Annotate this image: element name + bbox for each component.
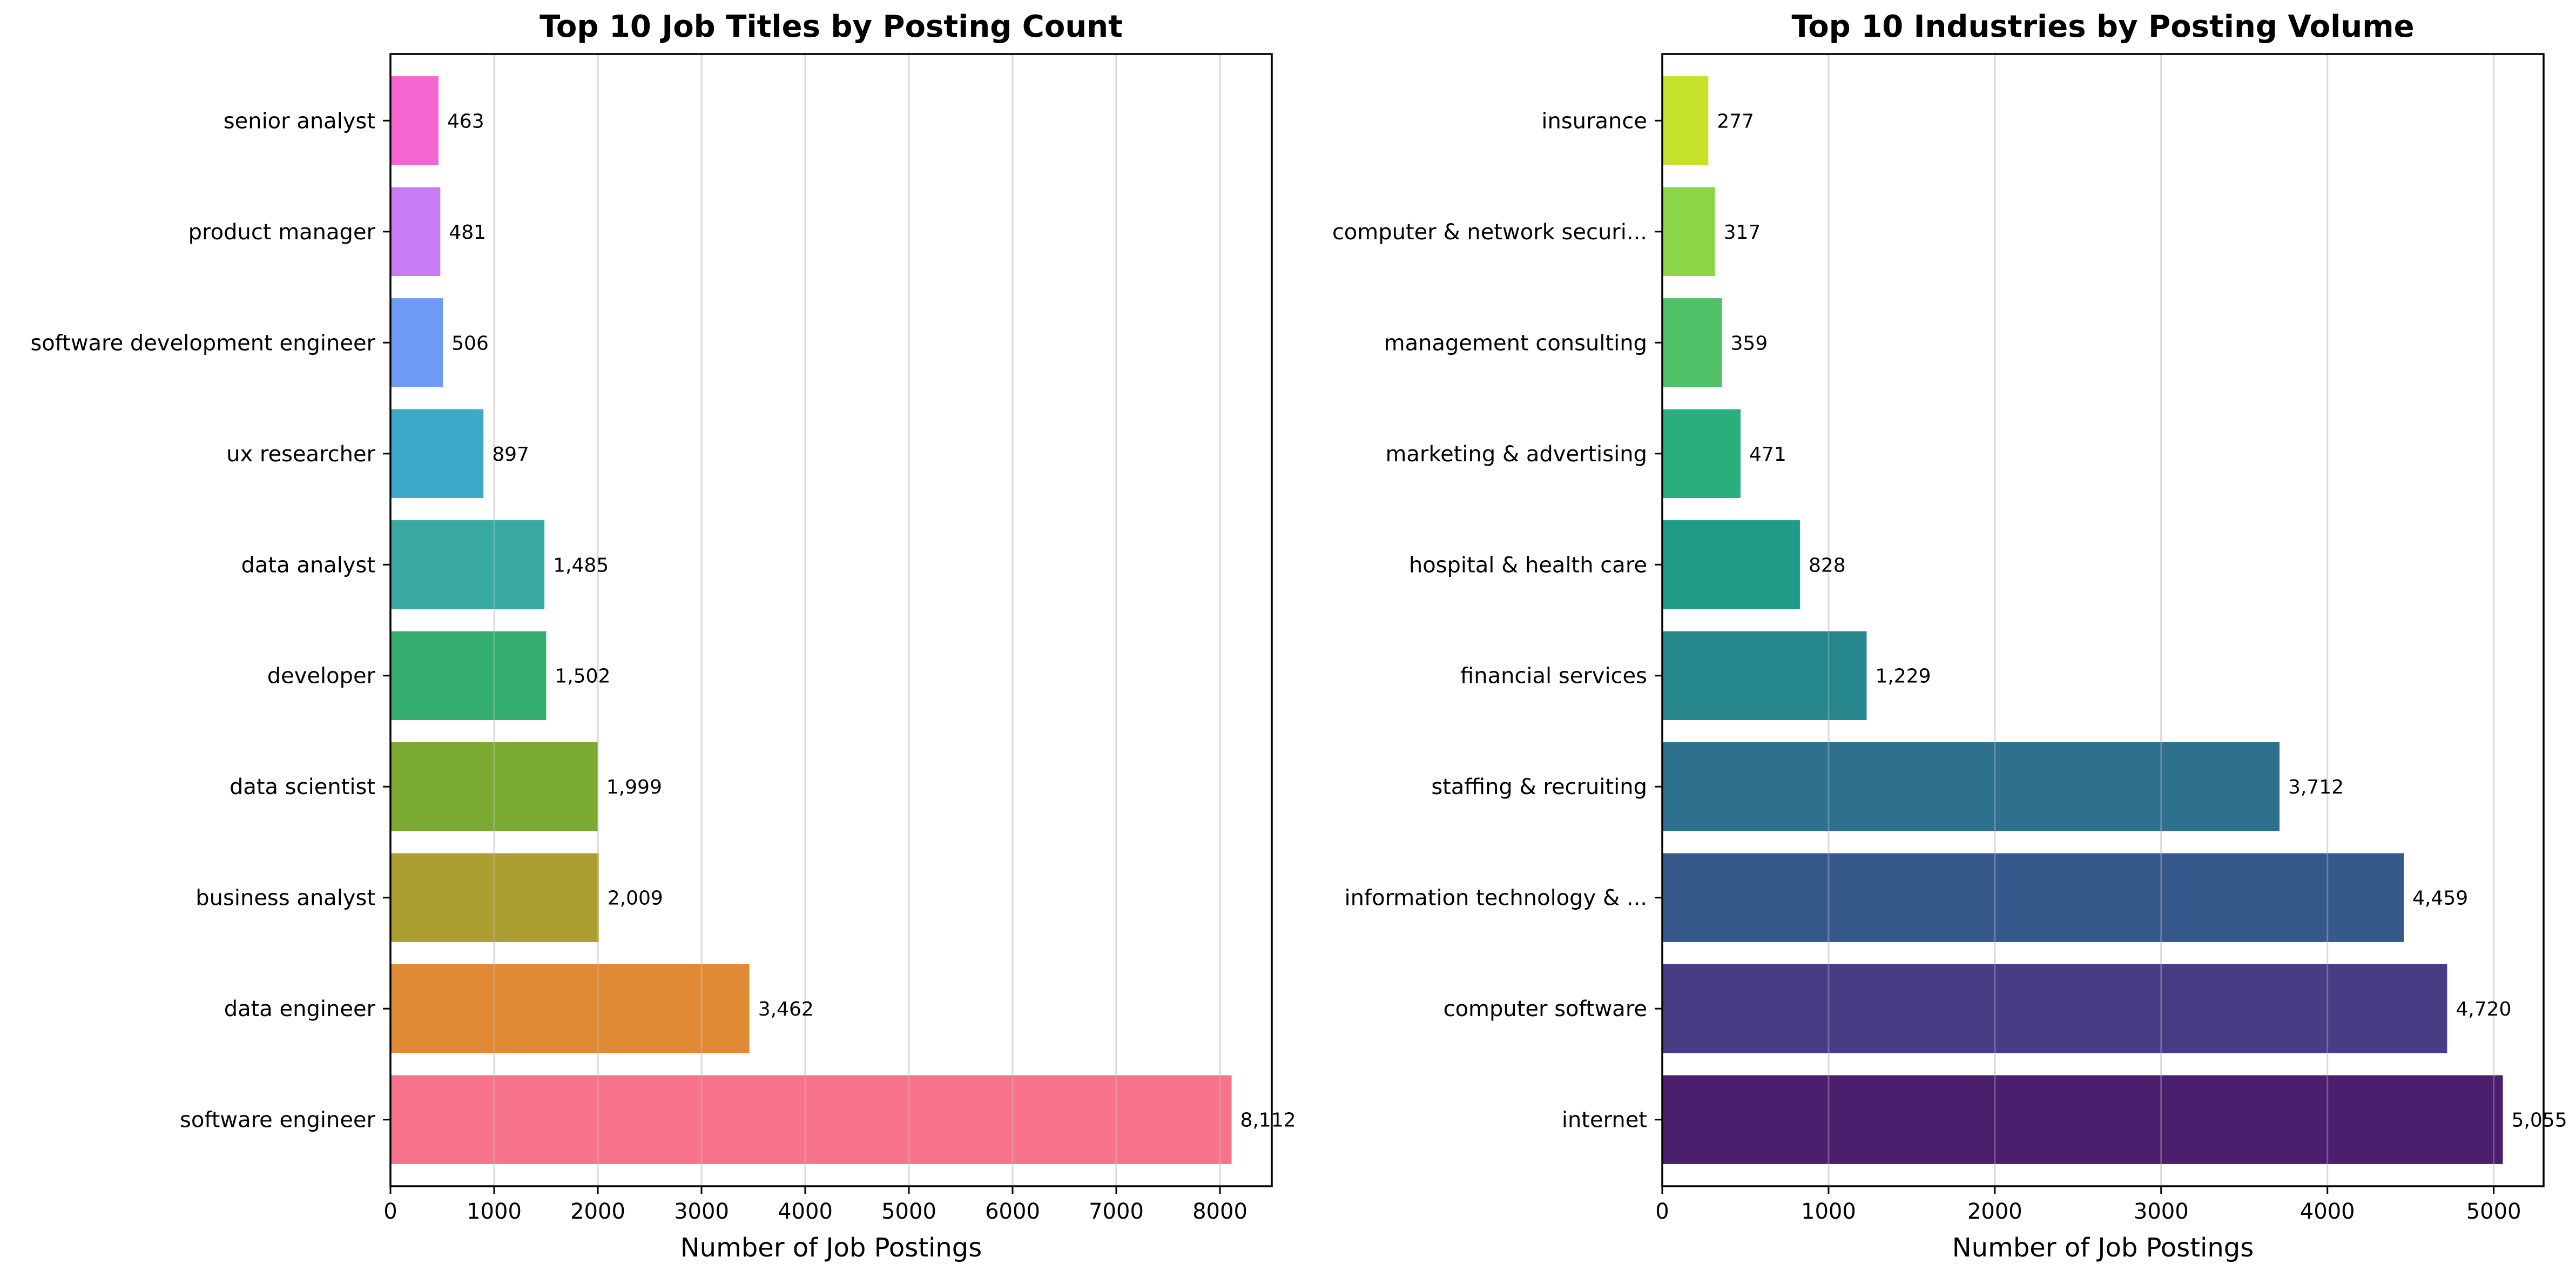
data-label: 8,112 [1240,1110,1296,1132]
bar-1 [1662,1075,2503,1164]
y-tick-label: software development engineer [30,331,375,355]
data-label: 317 [1724,221,1761,244]
bar-4 [1662,742,2280,831]
bar-7 [1662,409,1741,498]
chart-panel-industries: 5,055 4,720 4,459 3,712 1,229 828 471 359 317 277… [1332,9,2567,1263]
data-label: 506 [451,332,489,354]
x-tick-label: 7000 [1089,1199,1144,1224]
x-axis-label: Number of Job Postings [1952,1233,2254,1263]
axes-frame [389,53,1273,1187]
bar-2 [390,964,750,1053]
x-tick-label: 2000 [1967,1199,2022,1224]
x-tick-label: 3000 [2134,1199,2189,1224]
y-tick-label: business analyst [195,886,375,911]
bar-5 [390,631,547,720]
data-label: 4,720 [2456,998,2511,1020]
x-tick-label: 0 [1655,1199,1669,1224]
y-tick-label: developer [267,664,376,689]
x-tick-label: 0 [383,1199,397,1224]
y-tick-label: data engineer [224,997,376,1021]
y-tick-label: product manager [188,220,376,245]
y-tick-label: financial services [1460,664,1647,689]
x-tick-label: 1000 [467,1199,522,1224]
y-tick-label: insurance [1541,109,1647,133]
data-label: 5,055 [2512,1110,2567,1132]
y-tick-label: data analyst [241,553,376,577]
y-tick-label: senior analyst [224,109,375,133]
data-label: 828 [1809,554,1846,576]
y-tick-label: hospital & health care [1409,553,1647,577]
data-label: 1,999 [606,776,662,798]
x-tick-label: 5000 [881,1199,936,1224]
x-tick-label: 4000 [2300,1199,2355,1224]
bar-2 [1662,964,2447,1053]
bar-3 [1662,853,2404,942]
data-label: 1,229 [1875,666,1931,688]
bar-8 [390,298,443,387]
data-label: 3,712 [2288,776,2344,798]
x-tick-label: 1000 [1801,1199,1856,1224]
data-label: 359 [1731,332,1768,354]
y-tick-label: computer software [1444,997,1647,1021]
x-tick-label: 2000 [570,1199,625,1224]
data-label: 277 [1717,110,1754,132]
data-label: 2,009 [608,888,663,910]
x-tick-label: 8000 [1192,1199,1247,1224]
axes-frame [1661,53,2545,1187]
bar-8 [1662,298,1722,387]
x-tick-label: 5000 [2466,1199,2521,1224]
bar-5 [1662,631,1867,720]
y-tick-label: marketing & advertising [1385,442,1647,467]
bar-6 [390,520,545,609]
bar-1 [390,1075,1232,1164]
y-tick-label: information technology & ... [1345,886,1647,911]
data-label: 1,502 [555,666,610,688]
y-tick-label: data scientist [230,775,375,799]
bar-9 [390,187,441,276]
y-tick-label: internet [1562,1108,1647,1133]
bar-6 [1662,520,1800,609]
data-label: 463 [447,110,484,132]
chart-title: Top 10 Industries by Posting Volume [1791,9,2414,44]
bar-10 [390,76,439,165]
bar-7 [390,409,484,498]
chart-panel-job-titles: 8,112 3,462 2,009 1,999 1,502 1,485 897 506 481 4… [30,9,1296,1263]
x-axis-label: Number of Job Postings [680,1233,982,1263]
bar-9 [1662,187,1715,276]
data-label: 481 [449,221,486,244]
bar-3 [390,853,599,942]
bar-4 [390,742,598,831]
data-label: 4,459 [2412,888,2468,910]
data-label: 3,462 [758,998,814,1020]
y-tick-label: staffing & recruiting [1431,775,1647,799]
y-tick-label: computer & network securi... [1332,220,1647,245]
x-tick-label: 3000 [674,1199,729,1224]
x-tick-label: 6000 [985,1199,1040,1224]
y-tick-label: management consulting [1384,331,1647,355]
y-tick-label: software engineer [180,1108,376,1133]
data-label: 1,485 [553,554,609,576]
chart-title: Top 10 Job Titles by Posting Count [540,9,1123,44]
bar-10 [1662,76,1709,165]
x-tick-label: 4000 [778,1199,833,1224]
y-tick-label: ux researcher [226,442,375,467]
data-label: 471 [1749,443,1786,466]
data-label: 897 [492,443,529,466]
